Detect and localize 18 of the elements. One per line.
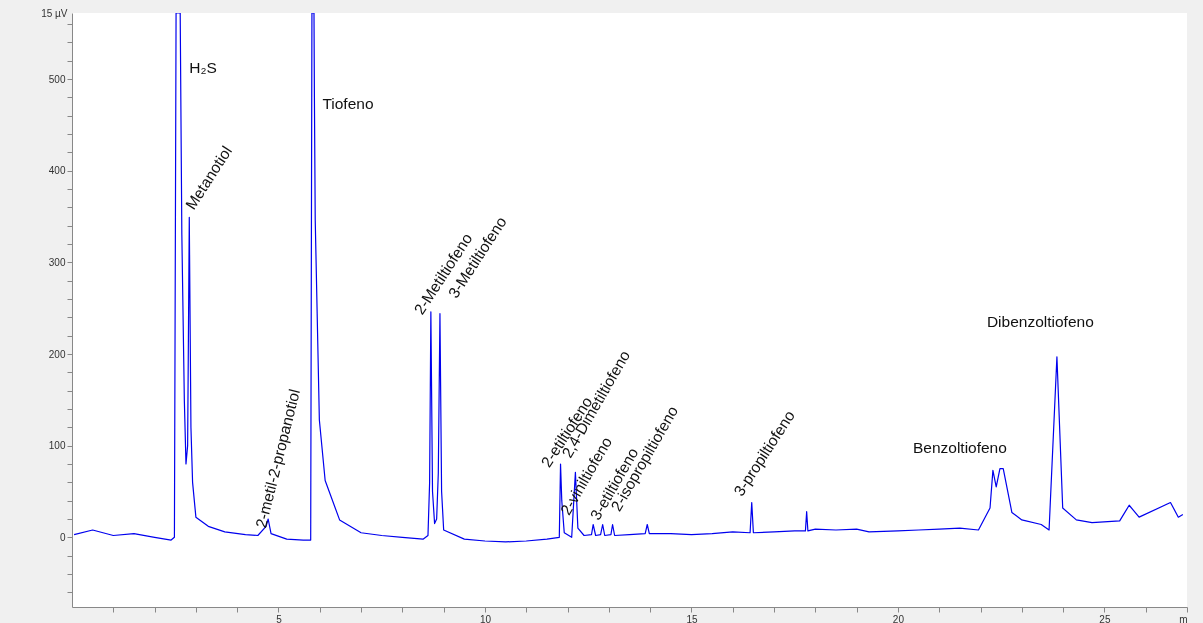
y-tick-label: 0 (59, 531, 66, 543)
annotation: Tiofeno (322, 95, 374, 113)
y-tick-label: 400 (48, 165, 66, 177)
x-tick-label: 10 (479, 613, 492, 623)
annotation: Benzoltiofeno (912, 438, 1007, 456)
annotation: H₂S (189, 59, 217, 76)
annotation: Dibenzoltiofeno (986, 312, 1094, 330)
x-tick-label: m (1179, 613, 1188, 623)
y-tick-label: 100 (48, 440, 66, 452)
x-tick-label: 5 (276, 613, 283, 623)
y-tick-label: 200 (48, 348, 66, 360)
y-tick-label: 300 (48, 256, 66, 268)
y-tick-label: 500 (48, 73, 66, 85)
x-tick-label: 15 (686, 613, 698, 623)
line-series (73, 13, 1184, 543)
x-tick-label: 20 (892, 613, 905, 623)
y-axis-title: 15 µV (41, 7, 68, 19)
x-tick-label: 25 (1099, 613, 1111, 623)
